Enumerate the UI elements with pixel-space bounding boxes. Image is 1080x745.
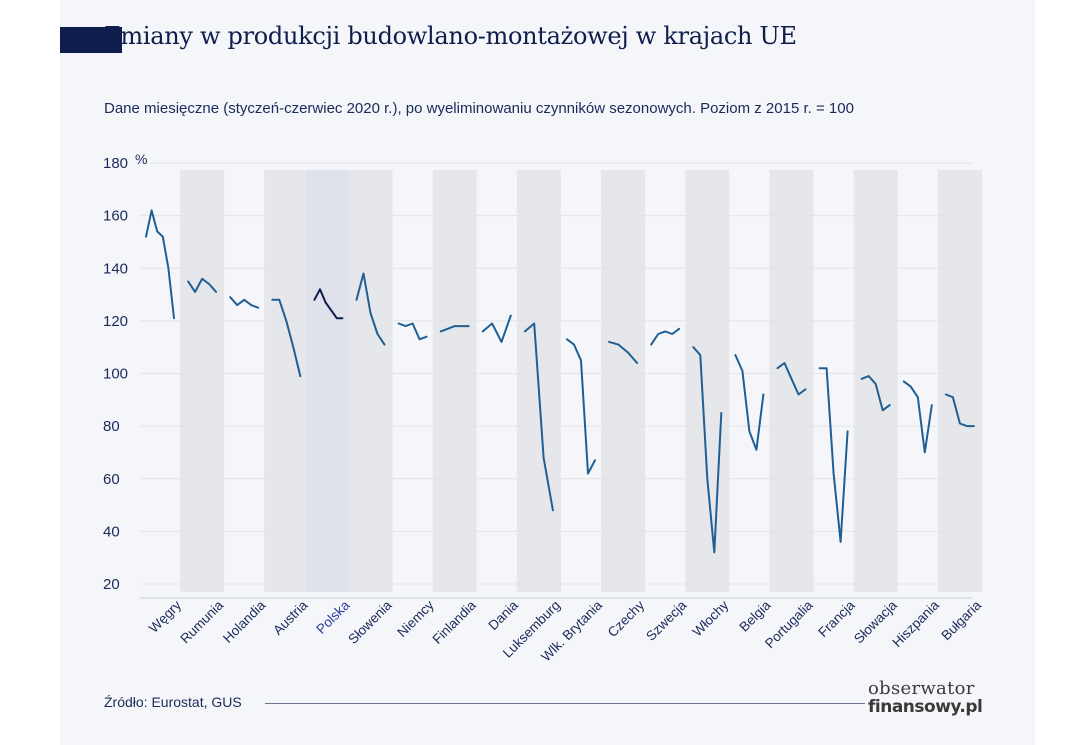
y-tick-label: 100 [103, 366, 128, 383]
category-band [601, 170, 646, 592]
series-line-18 [902, 380, 933, 454]
series-line-6 [397, 322, 428, 341]
x-tick-label: Czechy [605, 597, 648, 640]
x-tick-label: Słowenia [345, 597, 395, 647]
title-accent-bar [60, 27, 122, 53]
x-tick-label: Szwecja [643, 597, 690, 644]
y-unit-label: % [135, 151, 147, 167]
logo-line1: obserwator [868, 678, 975, 699]
x-tick-label: Polska [313, 597, 353, 637]
category-band [432, 170, 477, 592]
y-axis-ticks: 20 40 60 80 100 120 140 160 180% [103, 151, 147, 593]
x-tick-label: Belgia [736, 597, 773, 634]
category-band [306, 170, 351, 592]
series-line-15 [776, 362, 807, 396]
chart-title: Zmiany w produkcji budowlano-montażowej … [104, 22, 797, 50]
x-tick-label: Rumunia [177, 597, 226, 646]
series-lines [145, 209, 975, 554]
x-tick-label: Francja [815, 597, 858, 640]
x-tick-label: Węgry [146, 597, 184, 635]
series-line-5 [355, 272, 386, 346]
category-band [348, 170, 393, 592]
y-tick-label: 180 [103, 155, 128, 172]
logo-line2: finansowy.pl [868, 697, 983, 717]
series-line-2 [229, 296, 260, 309]
series-line-10 [566, 338, 596, 475]
category-band [685, 170, 730, 592]
y-tick-label: 80 [103, 418, 120, 435]
source-divider [265, 703, 865, 704]
y-tick-label: 140 [103, 260, 128, 277]
source-note: Źródło: Eurostat, GUS [104, 694, 242, 710]
series-line-16 [818, 367, 849, 543]
y-tick-label: 60 [103, 471, 120, 488]
y-tick-label: 160 [103, 208, 128, 225]
category-band [264, 170, 309, 592]
category-band [853, 170, 898, 592]
series-line-14 [734, 354, 765, 451]
category-bands [180, 170, 982, 592]
x-tick-label: Dania [485, 597, 521, 633]
gridlines [140, 162, 972, 599]
x-tick-label: Holandia [220, 597, 269, 646]
chart-subtitle: Dane miesięczne (styczeń-czerwiec 2020 r… [104, 100, 854, 117]
series-line-8 [481, 314, 512, 343]
x-tick-label: Austria [270, 597, 311, 638]
x-tick-label: Bułgaria [938, 597, 984, 643]
series-line-19 [944, 393, 975, 428]
publisher-logo: obserwator finansowy.pl [868, 678, 983, 717]
category-band [937, 170, 982, 592]
y-tick-label: 20 [103, 576, 120, 593]
series-line-7 [439, 325, 470, 333]
series-line-3 [271, 298, 302, 378]
y-tick-label: 40 [103, 523, 120, 540]
x-tick-label: Włochy [690, 597, 732, 639]
series-line-13 [692, 346, 723, 554]
series-line-0 [145, 209, 175, 320]
series-line-12 [650, 327, 681, 346]
x-tick-label: Niemcy [394, 597, 437, 640]
y-tick-label: 120 [103, 313, 128, 330]
series-line-17 [860, 375, 891, 412]
series-line-9 [523, 322, 554, 512]
category-band [180, 170, 225, 592]
x-tick-label: Hiszpania [889, 597, 942, 650]
series-line-11 [608, 340, 639, 364]
series-line-1 [187, 277, 218, 293]
series-line-4 [313, 288, 344, 320]
x-tick-label: Finlandia [429, 597, 479, 647]
